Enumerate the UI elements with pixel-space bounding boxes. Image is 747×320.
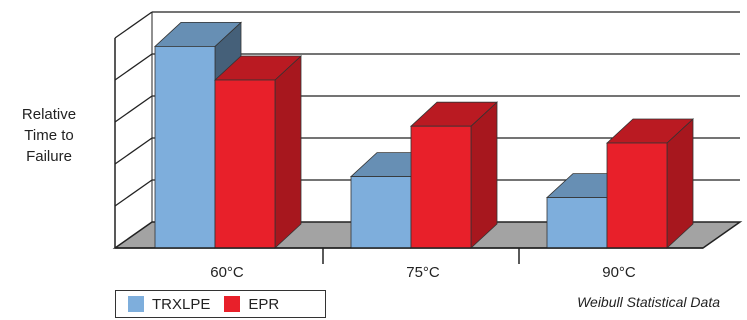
x-axis: 60°C 75°C 90°C (115, 247, 703, 281)
legend: TRXLPE EPR (115, 290, 326, 318)
source-note: Weibull Statistical Data (577, 294, 720, 310)
y-axis-label: Relative Time to Failure (4, 104, 94, 167)
x-tick-label: 60°C (210, 264, 244, 281)
gridline-side (114, 53, 153, 81)
legend-swatch-epr (224, 296, 241, 312)
bar (410, 125, 472, 249)
bar-side (470, 101, 498, 249)
gridline-side (114, 11, 153, 39)
bar-side (274, 55, 302, 249)
bar (606, 142, 668, 249)
gridline-side (114, 137, 153, 165)
y-axis-label-line: Time to (24, 127, 74, 144)
legend-label-trxlpe: TRXLPE (152, 295, 211, 313)
y-axis-label-line: Failure (26, 148, 72, 165)
bars-layer (153, 21, 695, 249)
bar (350, 176, 412, 249)
x-tick-label: 75°C (406, 264, 440, 281)
legend-item-epr: EPR (224, 296, 279, 313)
bar (154, 46, 216, 249)
x-tick-label: 90°C (602, 264, 636, 281)
y-axis-label-line: Relative (21, 106, 77, 123)
bar (546, 197, 608, 249)
legend-label-epr: EPR (248, 295, 280, 313)
legend-swatch-trxlpe (128, 296, 144, 312)
gridline-side (114, 95, 153, 123)
bar (214, 79, 276, 249)
legend-item-trxlpe: TRXLPE (128, 296, 210, 313)
gridline-side (114, 179, 153, 207)
